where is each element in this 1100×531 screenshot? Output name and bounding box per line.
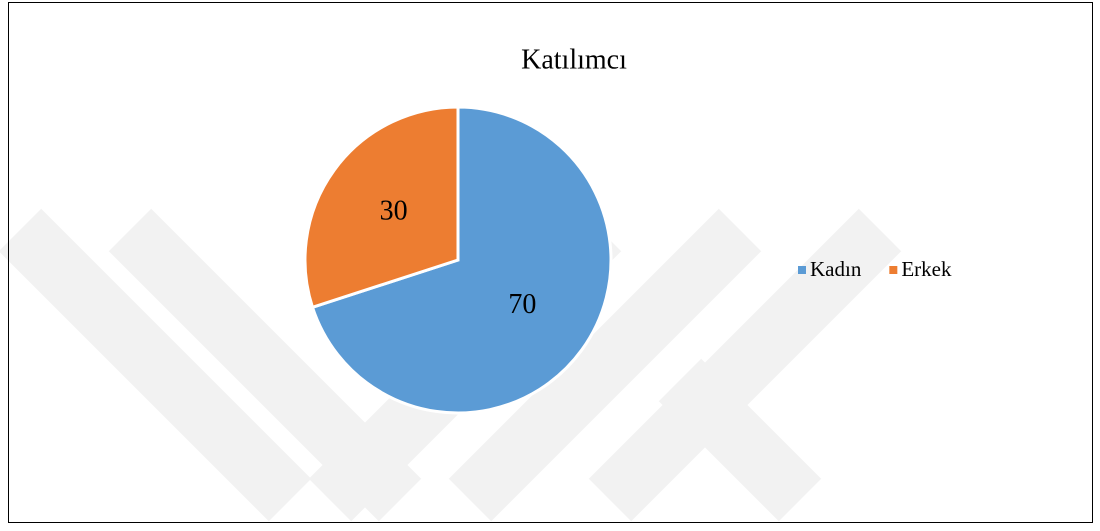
chart-title: Katılımcı (521, 44, 627, 75)
pie-slice (303, 105, 460, 310)
legend-swatch (889, 266, 898, 274)
data-label: 30 (380, 196, 408, 227)
legend-label: Kadın (810, 257, 862, 281)
legend-swatch (798, 266, 806, 274)
chart-border (8, 2, 1093, 523)
legend-label: Erkek (901, 257, 952, 281)
data-label: 70 (508, 289, 536, 320)
pie-slice (310, 105, 613, 415)
